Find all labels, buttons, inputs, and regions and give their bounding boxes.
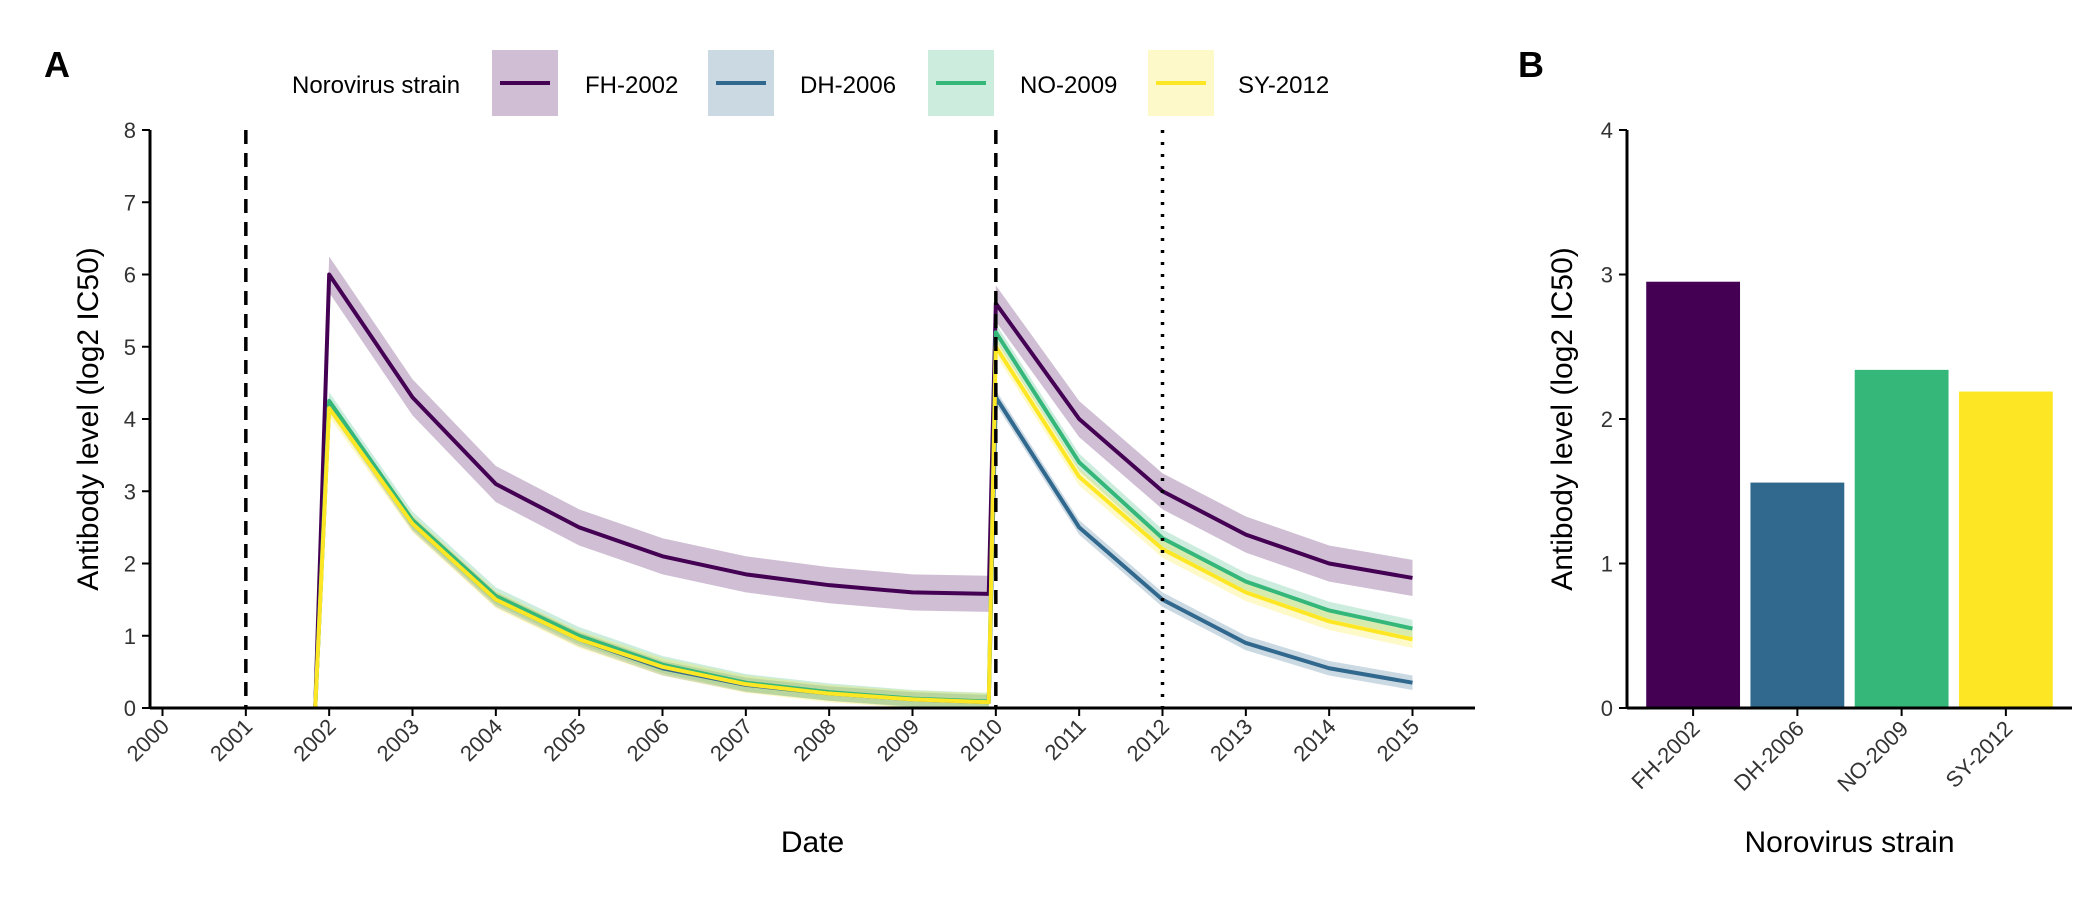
y-tick-label: 8 [124, 118, 136, 143]
bar [1958, 391, 2053, 708]
x-tick-label: 2011 [1040, 714, 1091, 765]
legend: Norovirus strain FH-2002 DH-2006 NO-2009 SY… [292, 50, 1329, 116]
y-tick-label: 3 [124, 479, 136, 504]
panel-b-tag: B [1518, 44, 1544, 85]
y-tick-label: 3 [1601, 263, 1613, 288]
x-tick-label: 2005 [538, 714, 590, 766]
panel-b-bar-chart: 0 1 2 3 4 FH-2002 DH-2006 NO-2009 SY-2012 Norovir… [1546, 118, 2072, 859]
y-tick-label: 1 [124, 624, 136, 649]
x-tick-label: FH-2002 [1626, 716, 1704, 794]
x-axis-title: Norovirus strain [1744, 826, 1954, 859]
y-axis-title: Antibody level (log2 IC50) [1546, 247, 1579, 591]
bar [1750, 482, 1845, 708]
panel-a-line-chart: 0 1 2 3 4 5 6 7 8 2000 2001 2002 2003 2004 2005 2006 200… [72, 118, 1475, 859]
y-tick-label: 4 [1601, 118, 1613, 143]
y-tick-label: 6 [124, 263, 136, 288]
x-tick-label: 2001 [205, 714, 257, 766]
y-axis-title: Antibody level (log2 IC50) [72, 247, 105, 591]
x-tick-label: 2010 [955, 714, 1007, 766]
x-tick-label: SY-2012 [1941, 716, 2018, 793]
x-tick-label: 2007 [705, 714, 757, 766]
y-tick-label: 7 [124, 190, 136, 215]
legend-item-label: SY-2012 [1238, 72, 1329, 99]
x-tick-label: 2008 [788, 714, 840, 766]
x-tick-label: 2004 [455, 714, 507, 766]
y-tick-label: 5 [124, 335, 136, 360]
x-tick-label: 2002 [288, 714, 340, 766]
y-tick-label: 0 [1601, 696, 1613, 721]
y-tick-label: 0 [124, 696, 136, 721]
y-tick-label: 4 [124, 407, 136, 432]
legend-title: Norovirus strain [292, 72, 460, 99]
y-tick-label: 2 [1601, 407, 1613, 432]
x-tick-label: 2003 [372, 714, 424, 766]
x-axis-title: Date [781, 826, 844, 859]
legend-item-label: NO-2009 [1020, 72, 1117, 99]
x-tick-label: NO-2009 [1832, 716, 1913, 797]
x-tick-label: 2006 [622, 714, 674, 766]
series-line [313, 344, 1413, 709]
bar [1646, 281, 1741, 708]
y-tick-label: 2 [124, 552, 136, 577]
x-tick-label: 2000 [122, 714, 174, 766]
x-tick-label: 2012 [1122, 714, 1174, 766]
bar [1854, 369, 1949, 708]
legend-item-label: DH-2006 [800, 72, 896, 99]
x-tick-label: DH-2006 [1729, 716, 1809, 796]
panel-a-tag: A [44, 44, 70, 85]
x-tick-label: 2013 [1205, 714, 1257, 766]
x-tick-label: 2009 [872, 714, 924, 766]
y-tick-label: 1 [1601, 552, 1613, 577]
x-tick-label: 2015 [1372, 714, 1424, 766]
x-tick-label: 2014 [1288, 714, 1340, 766]
legend-item-label: FH-2002 [585, 72, 678, 99]
series-line [313, 272, 1413, 709]
